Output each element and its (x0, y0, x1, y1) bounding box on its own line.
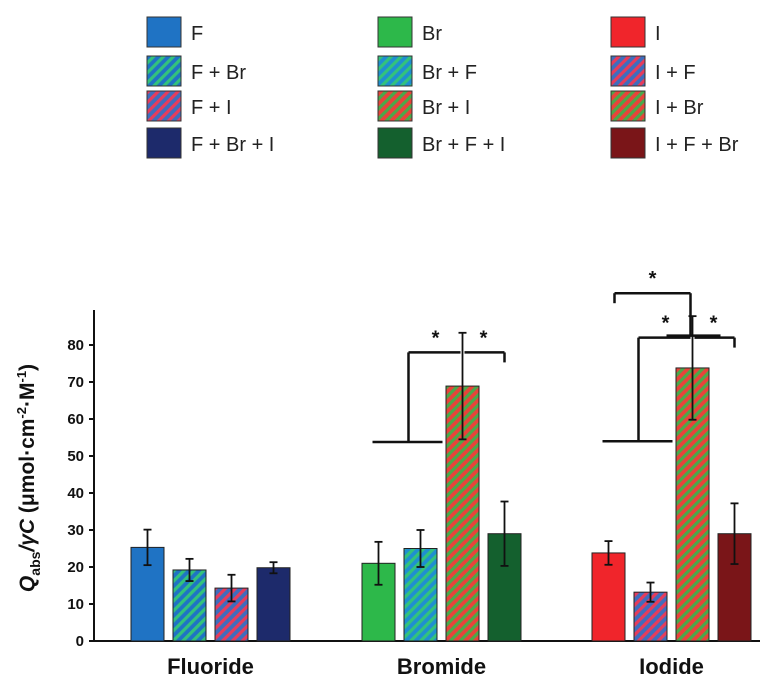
legend-item: I + F + Br (611, 128, 739, 158)
legend-label: F + Br + I (191, 134, 274, 156)
x-axis-labels: Fluoride Bromide Iodide (167, 654, 704, 679)
legend-item: F (147, 17, 203, 47)
legend-swatch (147, 56, 181, 86)
legend-item: I (611, 17, 661, 47)
legend-label: F + Br (191, 62, 246, 84)
legend-item: I + Br (611, 91, 704, 121)
svg-text:*: * (480, 327, 488, 349)
y-axis-label: Qabs/γC (μmol·cm-2·M-1) (14, 364, 43, 592)
y-tick-label: 50 (67, 448, 84, 465)
legend-label: Br (422, 23, 442, 45)
error-bars (144, 316, 739, 602)
legend-swatch (611, 91, 645, 121)
y-tick-label: 0 (76, 633, 84, 650)
legend-label: I (655, 23, 661, 45)
legend-swatch (611, 56, 645, 86)
x-category-label: Fluoride (167, 654, 254, 679)
legend-swatch (378, 56, 412, 86)
y-tick-label: 20 (67, 559, 84, 576)
significance-bracket: * (465, 327, 505, 362)
legend-label: I + Br (655, 97, 704, 119)
legend-item: I + F (611, 56, 696, 86)
bar (257, 568, 290, 641)
y-tick-label: 40 (67, 485, 84, 502)
y-tick-label: 10 (67, 596, 84, 613)
y-tick-label: 70 (67, 374, 84, 391)
legend-label: F + I (191, 97, 232, 119)
legend-swatch (147, 128, 181, 158)
legend-label: Br + F + I (422, 134, 505, 156)
y-tick-label: 80 (67, 337, 84, 354)
legend-swatch (611, 128, 645, 158)
svg-text:*: * (432, 327, 440, 349)
svg-text:*: * (649, 268, 657, 290)
legend-item: Br + F (378, 56, 477, 86)
plot-area: 0 10 20 30 40 50 60 70 80 * * * * * Fluoride Bromide I… (67, 268, 760, 679)
legend-swatch (378, 17, 412, 47)
legend-swatch (378, 91, 412, 121)
legend-label: Br + I (422, 97, 470, 119)
bars (131, 368, 751, 641)
svg-text:*: * (662, 313, 670, 335)
y-tick-label: 60 (67, 411, 84, 428)
legend-item: Br + F + I (378, 128, 505, 158)
legend-swatch (147, 17, 181, 47)
legend-item: F + I (147, 91, 232, 121)
svg-text:*: * (710, 313, 718, 335)
legend-item: F + Br + I (147, 128, 274, 158)
legend-swatch (378, 128, 412, 158)
legend-item: Br (378, 17, 442, 47)
legend-label: Br + F (422, 62, 477, 84)
legend-item: Br + I (378, 91, 470, 121)
legend-item: F + Br (147, 56, 246, 86)
legend-label: F (191, 23, 203, 45)
legend: F F + Br F + I F + Br + I Br Br + F Br + I Br +… (147, 17, 739, 158)
bar (592, 553, 625, 641)
x-category-label: Iodide (639, 654, 704, 679)
legend-label: I + F (655, 62, 696, 84)
legend-swatch (611, 17, 645, 47)
x-category-label: Bromide (397, 654, 486, 679)
legend-swatch (147, 91, 181, 121)
legend-label: I + F + Br (655, 134, 739, 156)
significance-bracket: * (695, 313, 735, 348)
y-tick-label: 30 (67, 522, 84, 539)
